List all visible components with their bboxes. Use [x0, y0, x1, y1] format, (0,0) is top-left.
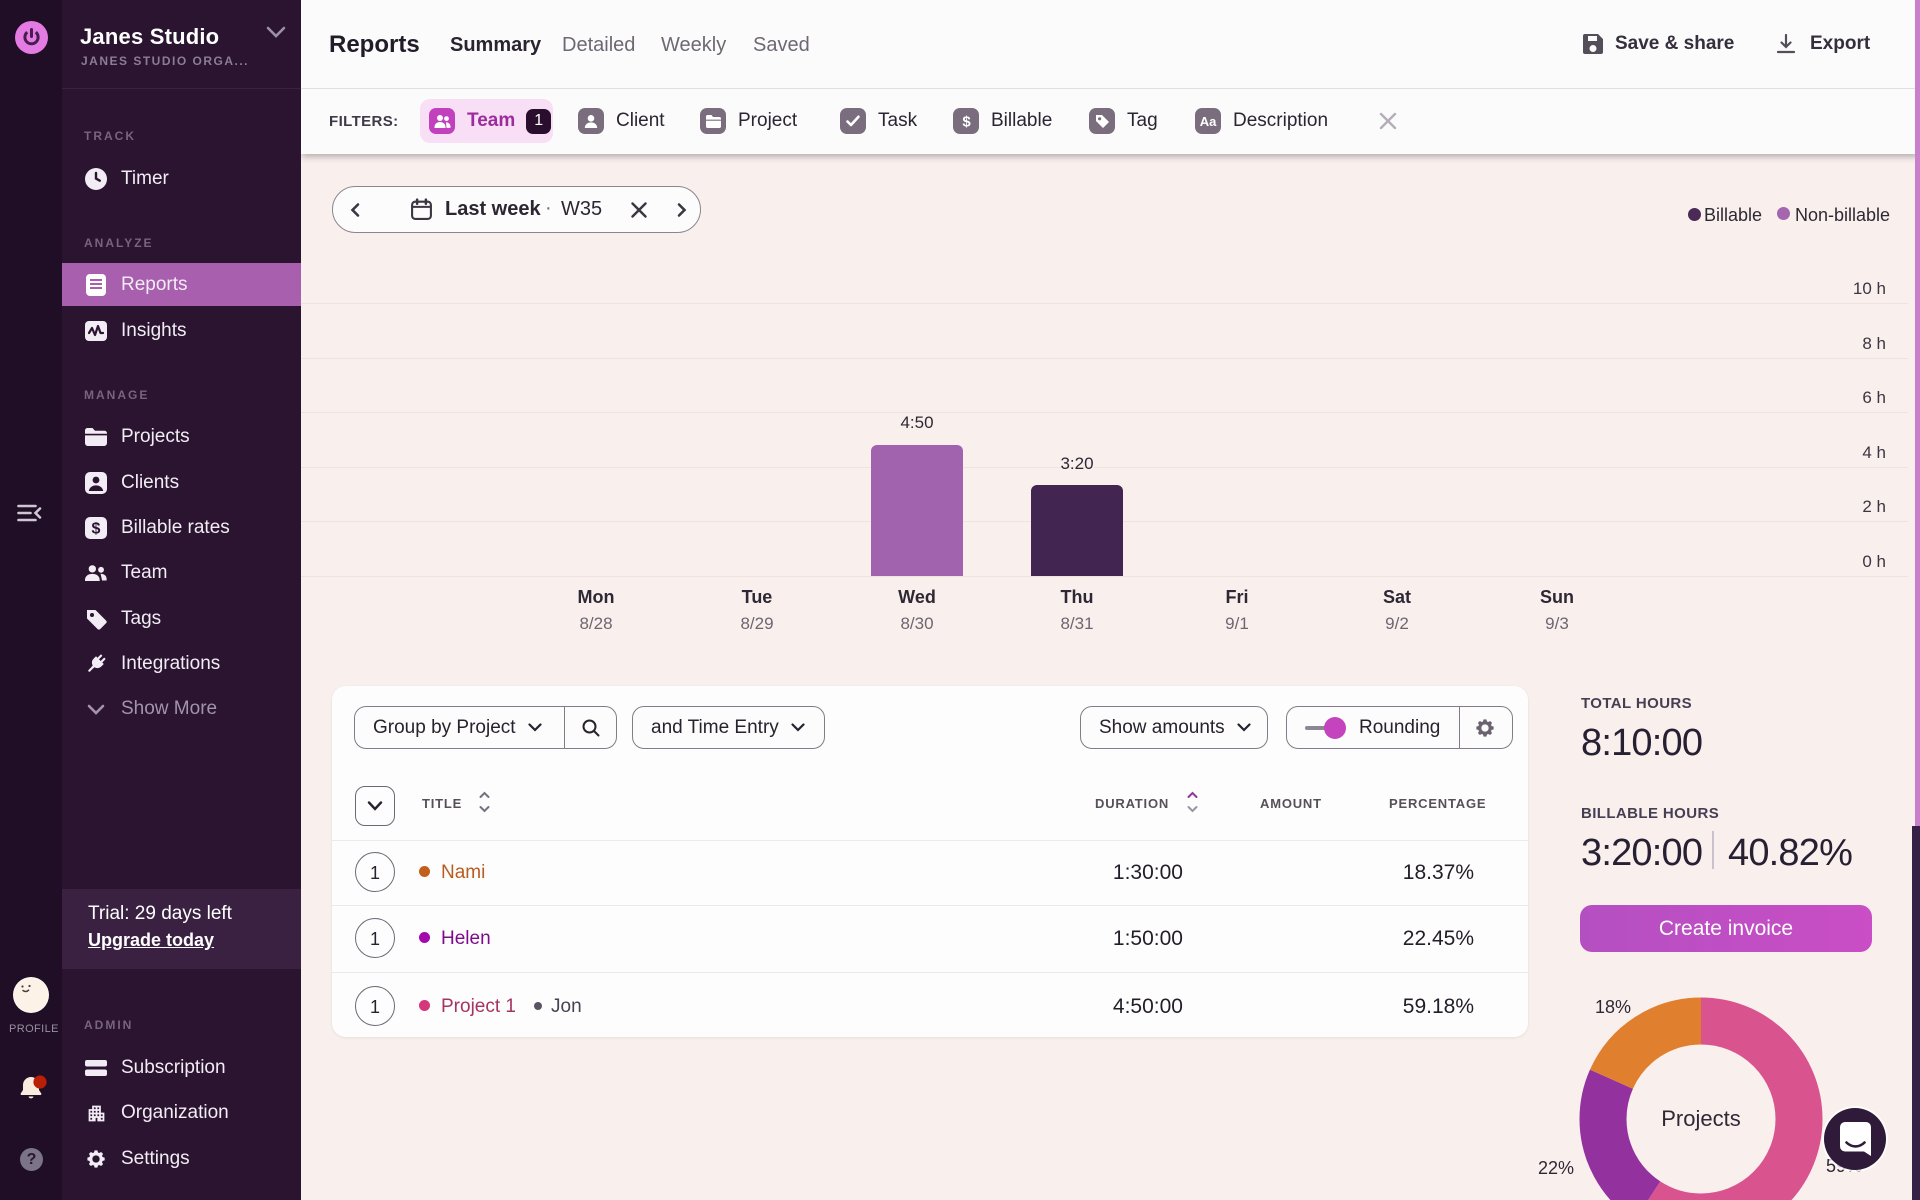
svg-text:$: $ — [962, 113, 971, 130]
svg-text:Aa: Aa — [1200, 114, 1217, 128]
svg-text:$: $ — [92, 521, 101, 538]
svg-text:Projects: Projects — [1661, 1106, 1740, 1131]
